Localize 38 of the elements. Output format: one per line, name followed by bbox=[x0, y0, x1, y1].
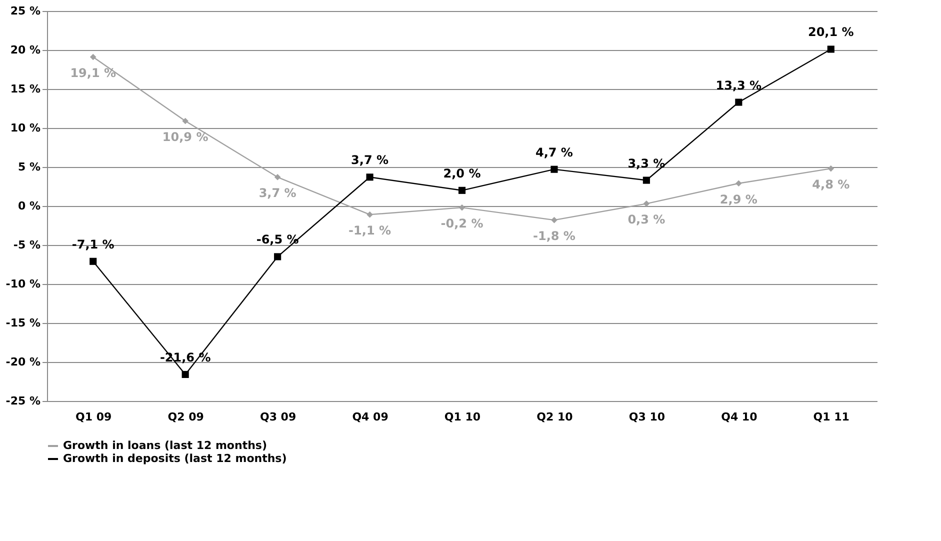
data-label: 2,0 % bbox=[443, 166, 481, 180]
x-tick-label: Q2 10 bbox=[536, 410, 574, 424]
data-label: 10,9 % bbox=[162, 130, 208, 144]
data-label: -1,1 % bbox=[348, 224, 392, 238]
data-label: 3,7 % bbox=[351, 153, 389, 168]
data-label: 0,3 % bbox=[628, 212, 666, 227]
x-tick-label: Q4 09 bbox=[352, 410, 388, 424]
data-label: 19,1 % bbox=[70, 66, 116, 80]
y-tick-label: -25 % bbox=[6, 394, 40, 408]
data-label: -6,5 % bbox=[256, 232, 299, 247]
data-label: 20,1 % bbox=[808, 25, 854, 40]
x-tick-label: Q4 10 bbox=[721, 410, 758, 424]
y-tick-label: -15 % bbox=[6, 316, 40, 330]
y-tick-label: 15 % bbox=[10, 82, 40, 96]
legend-label: Growth in deposits (last 12 months) bbox=[63, 452, 287, 465]
x-tick-label: Q1 09 bbox=[76, 410, 112, 424]
legend-label: Growth in loans (last 12 months) bbox=[63, 439, 267, 452]
y-tick-label: -5 % bbox=[13, 238, 40, 252]
y-tick-label: 5 % bbox=[18, 160, 40, 174]
y-tick-label: 10 % bbox=[10, 122, 40, 134]
y-tick-label: -20 % bbox=[6, 356, 40, 368]
data-label: -1,8 % bbox=[532, 229, 576, 244]
y-tick-label: 25 % bbox=[10, 4, 40, 18]
data-label: 3,7 % bbox=[258, 186, 296, 200]
data-label: 2,9 % bbox=[720, 192, 758, 206]
x-tick-label: Q2 09 bbox=[168, 410, 204, 424]
x-tick-label: Q3 09 bbox=[260, 410, 296, 424]
x-tick-label: Q3 10 bbox=[628, 410, 666, 424]
y-tick-label: 20 % bbox=[10, 44, 40, 56]
x-tick-label: Q1 11 bbox=[813, 410, 850, 424]
data-label: 4,7 % bbox=[535, 145, 573, 160]
data-label: -0,2 % bbox=[440, 216, 484, 231]
data-label: 13,3 % bbox=[716, 78, 762, 92]
y-tick-label: -10 % bbox=[6, 278, 40, 290]
y-tick-label: 0 % bbox=[18, 200, 40, 212]
data-label: 4,8 % bbox=[812, 178, 850, 192]
x-tick-label: Q1 10 bbox=[444, 410, 481, 424]
data-label: -7,1 % bbox=[72, 237, 114, 252]
